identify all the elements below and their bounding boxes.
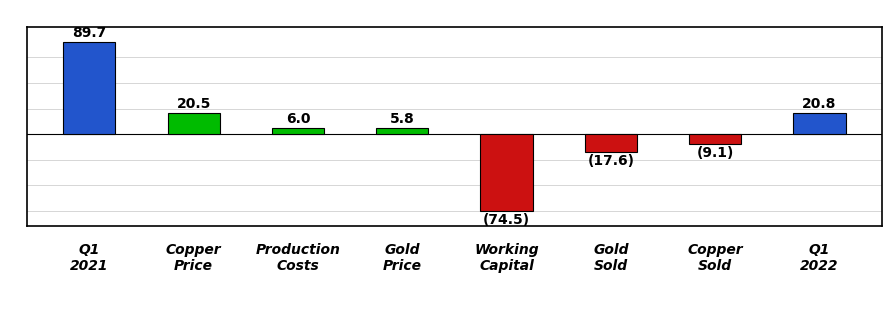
Text: Gold
Price: Gold Price xyxy=(383,243,421,273)
Bar xyxy=(63,42,116,134)
Text: 20.8: 20.8 xyxy=(802,97,837,111)
Text: (17.6): (17.6) xyxy=(587,154,634,168)
Text: 20.5: 20.5 xyxy=(176,97,211,111)
Text: Q1
2022: Q1 2022 xyxy=(800,243,838,273)
Text: 89.7: 89.7 xyxy=(72,26,106,41)
Text: Copper
Price: Copper Price xyxy=(166,243,222,273)
Text: Q1
2021: Q1 2021 xyxy=(70,243,109,273)
Text: Production
Costs: Production Costs xyxy=(256,243,340,273)
Bar xyxy=(376,128,429,134)
Bar xyxy=(689,134,741,144)
Bar xyxy=(793,113,846,134)
Text: Gold
Sold: Gold Sold xyxy=(593,243,629,273)
Text: Working
Capital: Working Capital xyxy=(474,243,539,273)
Bar xyxy=(272,128,324,134)
Text: (9.1): (9.1) xyxy=(697,146,734,160)
Text: 5.8: 5.8 xyxy=(390,113,414,127)
Text: 6.0: 6.0 xyxy=(286,112,310,126)
Bar xyxy=(584,134,637,152)
Bar xyxy=(480,134,533,210)
Bar xyxy=(168,113,220,134)
Text: (74.5): (74.5) xyxy=(483,212,530,227)
Text: Copper
Sold: Copper Sold xyxy=(687,243,743,273)
